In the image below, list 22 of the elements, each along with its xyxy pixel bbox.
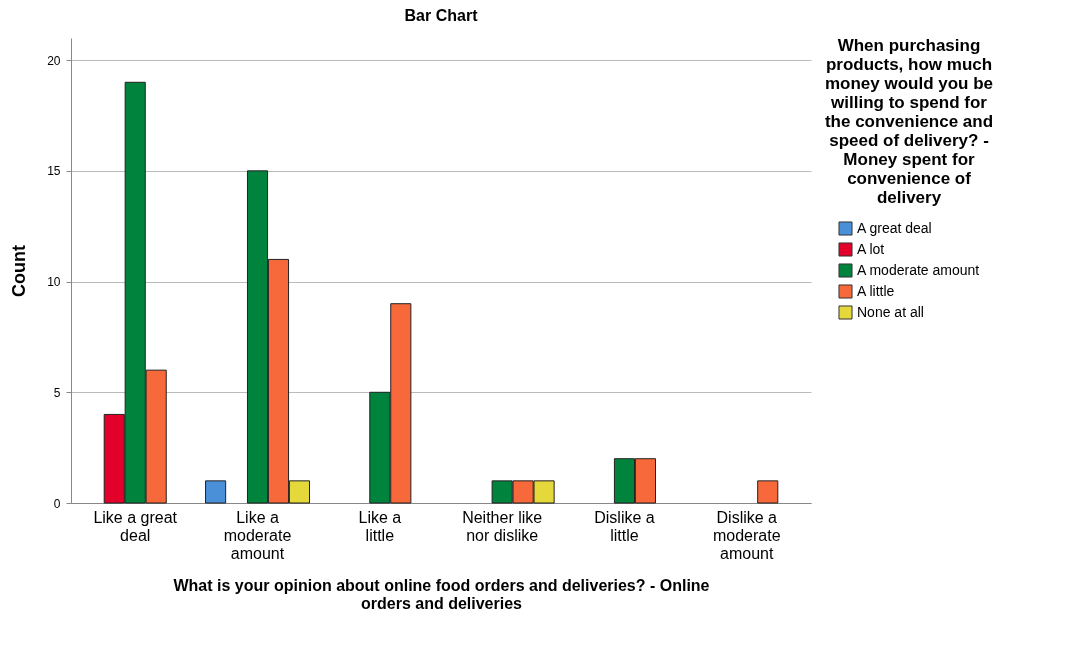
y-tick-label: 15 — [47, 164, 61, 179]
x-tick-label: Like a moderate amount — [223, 508, 292, 562]
x-tick-label: Like a little — [358, 508, 402, 544]
legend-label: A moderate amount — [857, 261, 980, 278]
y-tick-label: 0 — [53, 496, 61, 511]
x-tick-label: Neither like nor dislike — [462, 508, 543, 544]
y-tick-label: 10 — [47, 275, 61, 290]
bar — [757, 480, 779, 504]
legend-label: A lot — [857, 240, 885, 257]
x-axis-title: What is your opinion about online food orders and deliveries? - Online orders and deliveries — [173, 576, 710, 612]
chart-title: Bar Chart — [404, 7, 479, 24]
legend-label: None at all — [857, 303, 924, 320]
y-axis-title: Count — [9, 245, 30, 297]
legend-label: A little — [857, 282, 895, 299]
x-tick-label: Dislike a little — [594, 508, 655, 544]
text: When purchasing products, how much money would you be willing to spend for the convenience and speed of delivery? - Money spent for convenience of delivery — [824, 36, 994, 207]
y-tick-label: 5 — [53, 385, 61, 400]
bar — [205, 480, 227, 504]
y-tick-label: 20 — [47, 53, 61, 68]
x-tick-label: Like a great deal — [93, 508, 178, 544]
legend-label: A great deal — [857, 219, 932, 236]
x-tick-label: Dislike a moderate amount — [712, 508, 781, 562]
